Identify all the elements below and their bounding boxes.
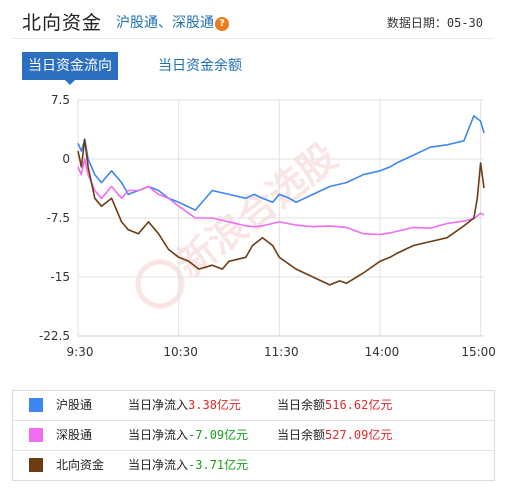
watermark-logo-icon [135, 259, 185, 309]
y-tick-label: 7.5 [51, 93, 70, 107]
legend-swatch-north [29, 458, 43, 472]
date-label: 数据日期： [386, 16, 447, 30]
x-tick-label: 10:30 [163, 345, 198, 359]
balance-label: 当日余额 [277, 398, 326, 412]
inflow-label: 当日净流入 [128, 398, 189, 412]
subtitle-text: 沪股通、深股通 [116, 15, 214, 31]
balance-field: 当日余额527.09亿元 [277, 421, 392, 450]
inflow-value: -3.71亿元 [188, 458, 249, 472]
x-tick-label: 14:00 [365, 345, 400, 359]
legend-table: 沪股通 当日净流入3.38亿元 当日余额516.62亿元 深股通 当日净流入-7… [12, 390, 495, 481]
date-value: 05-30 [446, 16, 483, 30]
y-tick-label: -7.5 [47, 211, 70, 225]
y-tick-label: -15 [50, 270, 70, 284]
inflow-label: 当日净流入 [128, 428, 189, 442]
inflow-label: 当日净流入 [128, 458, 189, 472]
legend-row-north: 北向资金 当日净流入-3.71亿元 [13, 450, 494, 480]
x-tick-label: 9:30 [67, 345, 94, 359]
balance-value: 516.62亿元 [325, 398, 393, 412]
flow-chart: 新浪合选股 7.5 0 -7.5 -15 -22.5 9:30 10:30 11:30 14:00… [39, 93, 496, 359]
legend-name: 沪股通 [56, 398, 93, 412]
legend-swatch-sgt [29, 428, 43, 442]
series-hgt-line [77, 114, 485, 211]
legend-row-hgt: 沪股通 当日净流入3.38亿元 当日余额516.62亿元 [13, 391, 494, 420]
help-icon[interactable]: ? [215, 17, 229, 31]
inflow-field: 当日净流入-3.71亿元 [128, 451, 248, 480]
y-tick-label: 0 [62, 152, 70, 166]
data-date: 数据日期：05-30 [387, 14, 483, 31]
legend-name: 深股通 [56, 428, 93, 442]
subtitle: 沪股通、深股通? [116, 12, 229, 32]
watermark: 新浪合选股 [135, 134, 345, 309]
tab-daily-flow[interactable]: 当日资金流向 [22, 52, 118, 85]
legend-swatch-hgt [29, 398, 43, 412]
x-tick-label: 11:30 [264, 345, 299, 359]
balance-label: 当日余额 [277, 428, 326, 442]
legend-name: 北向资金 [56, 458, 105, 472]
balance-field: 当日余额516.62亿元 [277, 391, 392, 420]
tab-daily-balance[interactable]: 当日资金余额 [158, 58, 242, 74]
page-title: 北向资金 [22, 12, 103, 34]
inflow-field: 当日净流入3.38亿元 [128, 391, 241, 420]
header: 北向资金 沪股通、深股通? 数据日期：05-30 [0, 0, 505, 38]
legend-row-sgt: 深股通 当日净流入-7.09亿元 当日余额527.09亿元 [13, 420, 494, 450]
series-north-line [77, 138, 485, 286]
balance-value: 527.09亿元 [325, 428, 393, 442]
x-tick-label: 15:00 [461, 345, 496, 359]
y-tick-label: -22.5 [39, 329, 70, 343]
inflow-value: 3.38亿元 [188, 398, 241, 412]
divider [12, 38, 493, 39]
inflow-value: -7.09亿元 [188, 428, 249, 442]
series-sgt-line [77, 158, 485, 236]
inflow-field: 当日净流入-7.09亿元 [128, 421, 248, 450]
